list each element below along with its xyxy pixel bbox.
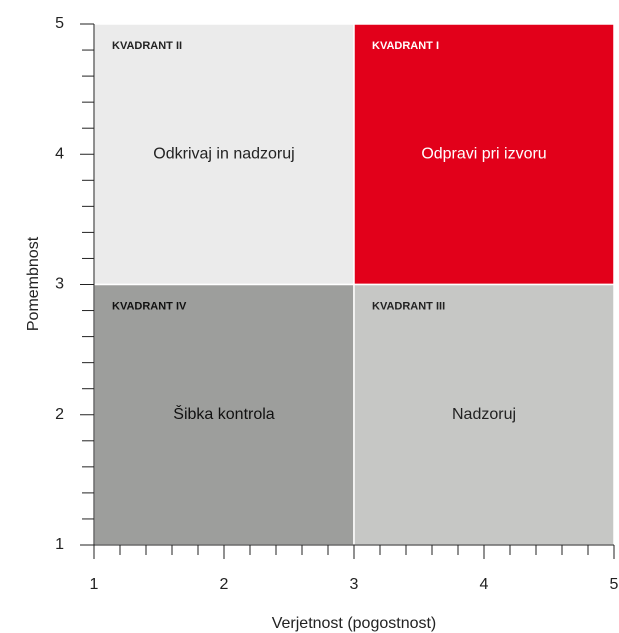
quadrant: [353, 283, 615, 546]
quadrant-label: Šibka kontrola: [173, 404, 274, 423]
quadrant-label: Nadzoruj: [452, 406, 516, 423]
quadrant-tag: KVADRANT I: [372, 40, 439, 52]
y-tick-label: 4: [55, 145, 64, 162]
quadrant-label: Odkrivaj in nadzoruj: [153, 145, 294, 162]
y-tick-label: 2: [55, 406, 64, 423]
x-tick-label: 5: [610, 576, 619, 593]
x-tick-label: 4: [480, 576, 489, 593]
y-tick-label: 3: [55, 276, 64, 293]
x-tick-label: 2: [220, 576, 229, 593]
quadrant: [93, 283, 355, 546]
y-axis-title: Pomembnost: [25, 236, 42, 331]
x-axis-title: Verjetnost (pogostnost): [272, 615, 437, 632]
quadrant-tag: KVADRANT II: [112, 40, 182, 52]
y-tick-label: 1: [55, 536, 64, 553]
quadrant: [93, 23, 355, 286]
quadrant-tag: KVADRANT III: [372, 300, 445, 312]
quadrant-label: Odpravi pri izvoru: [421, 145, 546, 162]
y-tick-label: 5: [55, 15, 64, 32]
x-tick-label: 1: [90, 576, 99, 593]
x-tick-label: 3: [350, 576, 359, 593]
quadrant-tag: KVADRANT IV: [112, 300, 187, 312]
quadrant: [353, 23, 615, 286]
